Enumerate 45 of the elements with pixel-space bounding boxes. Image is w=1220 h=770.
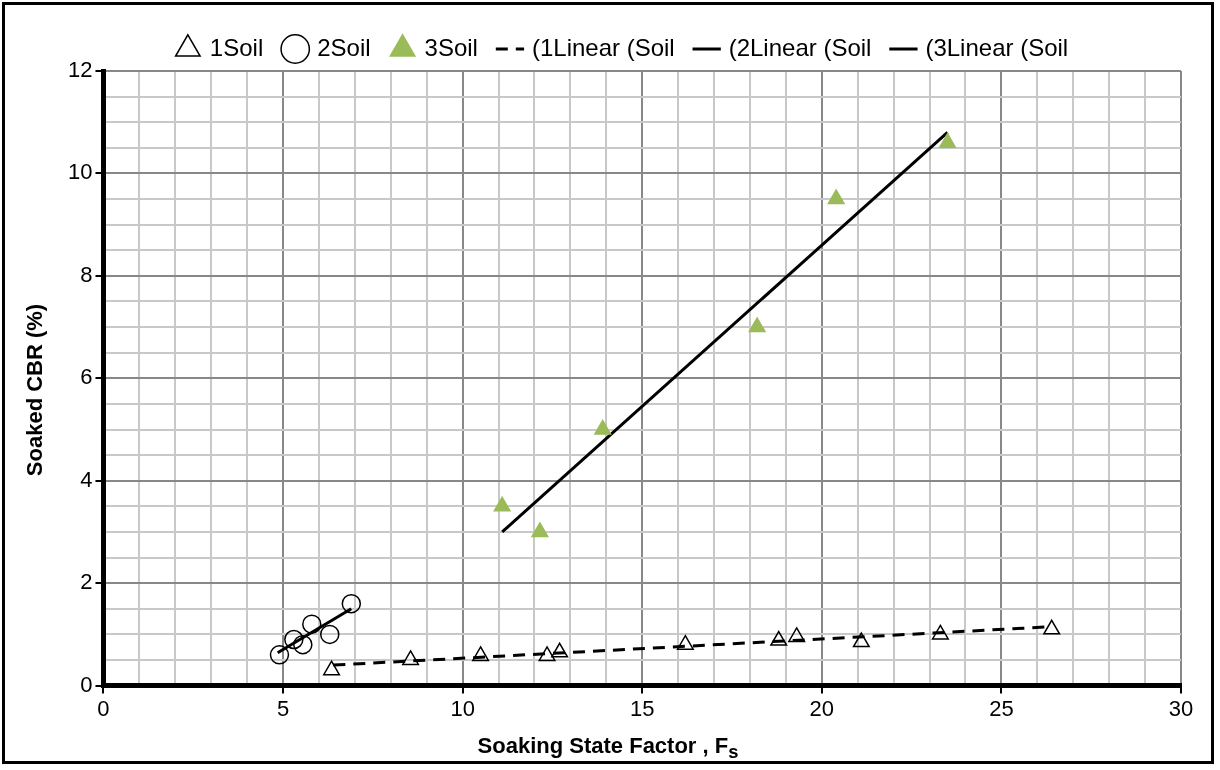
x-tick-label: 20 [809, 695, 835, 721]
point [284, 629, 304, 650]
point [293, 634, 313, 655]
point [551, 642, 569, 658]
legend-label: 1Soil [209, 33, 264, 61]
point [1043, 619, 1061, 635]
point [770, 630, 788, 646]
y-axis-title: Soaked CBR (%) [22, 303, 48, 477]
y-tick-label: 2 [80, 569, 93, 595]
x-tick-label: 30 [1168, 695, 1194, 721]
point [341, 593, 362, 614]
point [748, 317, 766, 333]
point [938, 132, 957, 148]
legend-label: 3Soil [424, 33, 478, 61]
point [594, 419, 612, 435]
legend-label: 2Soil [317, 33, 371, 61]
x-tick-label: 15 [629, 695, 655, 721]
point [538, 646, 556, 662]
y-tick-label: 0 [80, 671, 93, 697]
point [827, 189, 845, 205]
x-tick-label: 25 [989, 695, 1014, 721]
y-tick-label: 10 [67, 159, 93, 185]
legend-label: (3Linear (Soil [925, 33, 1069, 61]
x-tick-label: 0 [97, 695, 110, 721]
point [676, 634, 694, 650]
point [852, 632, 870, 648]
point [320, 624, 340, 645]
point [931, 624, 949, 640]
point [269, 645, 290, 665]
legend-label: (1Linear (Soil [531, 33, 675, 61]
x-tick-label: 10 [450, 695, 475, 721]
point [493, 496, 511, 512]
y-tick-label: 8 [80, 261, 93, 287]
point [788, 627, 806, 643]
y-tick-label: 6 [80, 364, 93, 390]
legend-label: (2Linear (Soil [728, 33, 872, 61]
point [402, 650, 420, 666]
x-tick-label: 5 [276, 695, 290, 721]
point [531, 522, 549, 538]
y-tick-label: 4 [80, 466, 93, 492]
x-axis-title: Soaking State Factor , F$_{s}$ [476, 733, 740, 764]
point [323, 660, 341, 676]
point [472, 646, 490, 662]
y-tick-label: 12 [67, 57, 93, 83]
point [302, 614, 322, 634]
